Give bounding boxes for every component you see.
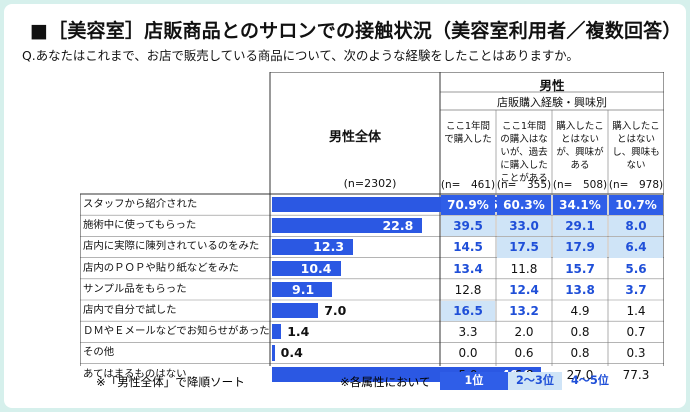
row-label: 施術中に使ってもらった (83, 219, 197, 232)
overall-bar (272, 260, 341, 276)
row-label: 店内で自分で試した (83, 304, 177, 316)
segment-value: 2.0 (514, 325, 534, 340)
segment-value: 0.0 (458, 346, 478, 361)
segment-value: 3.7 (625, 282, 647, 297)
segment-value: 13.4 (453, 261, 483, 276)
overall-bar-label: 7.0 (324, 303, 347, 318)
segment-value: 33.0 (497, 216, 551, 237)
overall-bar-label: 1.4 (287, 324, 310, 340)
segment-value: 14.5 (453, 240, 483, 255)
segment-value: 0.6 (514, 346, 534, 361)
row-label: スタッフから紹介された (83, 198, 198, 210)
group-header: 男性 (539, 78, 565, 93)
column-n-2: (n= 355) (496, 179, 552, 191)
segment-value: 29.1 (553, 216, 607, 237)
segment-value: 39.5 (441, 216, 495, 237)
segment-value: 12.8 (454, 282, 482, 297)
segment-value: 77.3 (622, 367, 650, 382)
segment-value: 3.3 (458, 325, 478, 340)
column-n-1: (n= 461) (440, 179, 496, 191)
overall-bar (272, 345, 275, 361)
column-header-3: 購入したことはないが、興味がある (556, 121, 604, 171)
overall-bar (272, 218, 423, 234)
survey-question: Q.あなたはこれまで、お店で販売している商品について、次のような経験をしたことは… (22, 48, 579, 63)
segment-value: 0.7 (626, 325, 646, 340)
segment-value: 0.8 (570, 325, 590, 340)
table-cells: 男性 店販購入経験・興味別 男性全体 (n=2302) ここ1年間で購入した (n… (80, 72, 664, 382)
segment-value: 60.3% (497, 195, 551, 216)
legend-rank2-3: 2～3位 (508, 372, 562, 390)
segment-value: 13.2 (509, 304, 539, 318)
segment-value: 17.5 (497, 237, 551, 258)
overall-bar (272, 303, 319, 319)
legend-rank4-5: 4～5位 (571, 374, 609, 387)
segment-value: 8.0 (609, 216, 663, 237)
segment-value: 0.8 (570, 346, 590, 361)
row-label: 店内のＰＯＰや貼り紙などをみた (83, 261, 239, 274)
survey-table: 男性 店販購入経験・興味別 男性全体 (n=2302) ここ1年間で購入した (n… (80, 72, 664, 382)
attribute-note: ※各属性において (340, 375, 431, 389)
overall-bar-label: 10.4 (300, 260, 332, 276)
segment-value: 4.9 (570, 304, 590, 318)
overall-bar-label: 9.1 (292, 281, 315, 297)
overall-bar (272, 324, 282, 340)
segment-value: 13.8 (565, 282, 595, 297)
segment-value: 6.4 (609, 237, 663, 258)
segment-value: 16.5 (441, 301, 495, 322)
row-label: サンプル品をもらった (83, 282, 187, 295)
segment-value: 10.7% (609, 195, 663, 216)
column-n-3: (n= 508) (552, 179, 608, 191)
overall-n: (n=2302) (343, 177, 397, 190)
row-label: 店内に実際に陳列されているのをみた (83, 240, 260, 253)
segment-value: 1.4 (626, 304, 646, 318)
column-n-4: (n= 978) (608, 179, 664, 191)
sort-note: ※「男性全体」で降順ソート (96, 375, 245, 389)
overall-bar-label: 12.3 (313, 239, 345, 255)
column-header-1: ここ1年間で購入した (444, 121, 492, 145)
segment-value: 0.3 (626, 346, 646, 361)
segment-value: 34.1% (553, 195, 607, 216)
legend-rank1: 1位 (440, 372, 508, 390)
column-header-4: 購入したことはないし、興味もない (612, 121, 660, 171)
overall-header: 男性全体 (328, 130, 381, 145)
segment-value: 12.4 (509, 282, 539, 297)
overall-bar-label: 0.4 (280, 345, 303, 361)
table-grid (80, 72, 664, 366)
row-label: ＤＭやＥメールなどでお知らせがあった (83, 325, 270, 338)
segment-value: 5.6 (625, 261, 647, 276)
overall-bar (272, 281, 333, 297)
row-label: その他 (83, 346, 115, 359)
overall-bar (272, 239, 354, 255)
page-title: ■［美容室］店販商品とのサロンでの接触状況（美容室利用者／複数回答） (30, 20, 682, 42)
segment-value: 70.9% (441, 195, 495, 216)
segment-value: 15.7 (565, 261, 595, 276)
row-label: あてはまるものはない (83, 367, 187, 380)
column-header-2: ここ1年間の購入はないが、過去に購入したことがある (500, 121, 548, 184)
segment-value: 11.8 (510, 261, 538, 276)
overall-bar-label: 22.8 (382, 218, 414, 234)
segment-value: 27.0 (566, 367, 594, 382)
subgroup-header: 店販購入経験・興味別 (497, 96, 607, 109)
segment-value: 17.9 (553, 237, 607, 258)
